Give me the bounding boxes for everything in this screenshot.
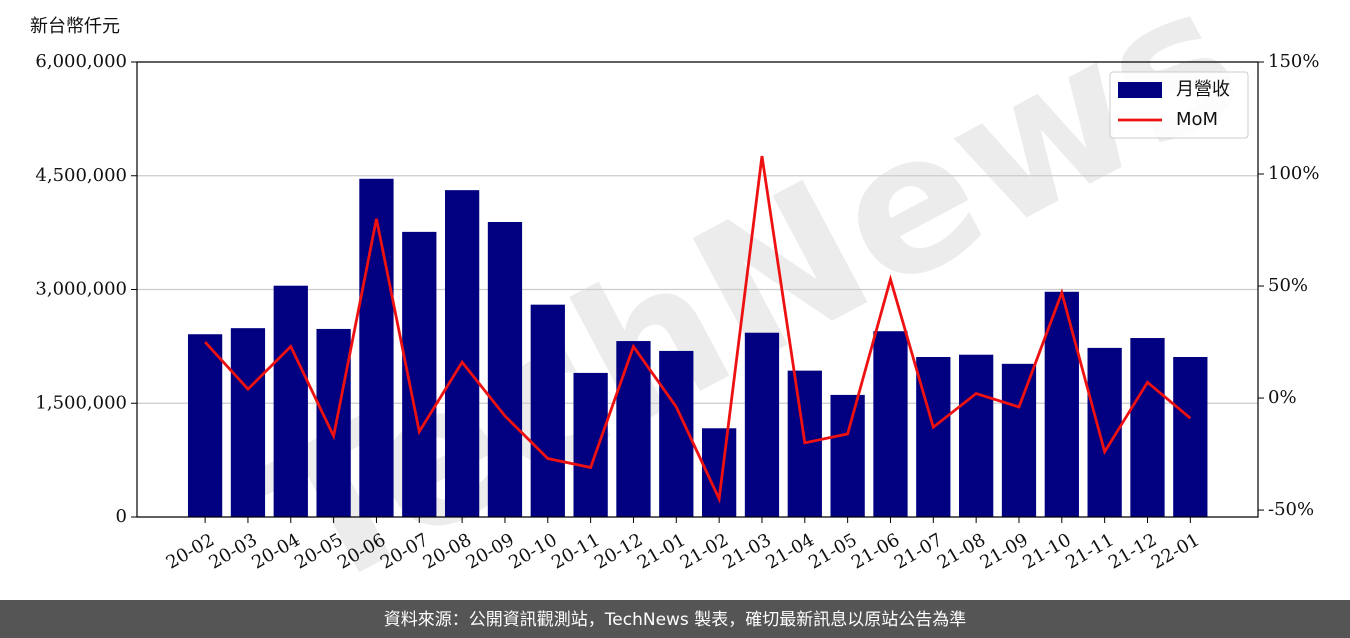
bar <box>873 331 908 517</box>
bar <box>444 190 480 518</box>
footer: 資料來源：公開資訊觀測站，TechNews 製表，確切最新訊息以原站公告為準 <box>384 610 966 630</box>
bar <box>359 178 394 518</box>
y-tick-label: 0 <box>116 506 127 527</box>
x-tick-label: 21-06 <box>848 529 903 573</box>
bar <box>830 394 865 517</box>
bar <box>273 285 308 517</box>
y-axis-label: 新台幣仟元 <box>30 16 120 37</box>
x-tick-label: 21-03 <box>720 529 775 573</box>
bar <box>1001 363 1037 517</box>
y2-tick-label: 0% <box>1268 387 1297 408</box>
legend-label: 月營收 <box>1176 79 1230 100</box>
y-tick-label: 3,000,000 <box>35 279 127 300</box>
bar <box>573 372 608 517</box>
x-tick-label: 20-02 <box>163 529 218 573</box>
y2-tick-label: 100% <box>1268 163 1319 184</box>
x-tick-label: 20-11 <box>548 529 603 573</box>
bar <box>530 304 565 517</box>
y-tick-label: 1,500,000 <box>35 392 127 413</box>
x-tick-label: 21-09 <box>977 529 1032 573</box>
x-tick-label: 21-02 <box>677 529 732 573</box>
bar <box>316 328 351 517</box>
x-tick-label: 21-01 <box>634 529 689 573</box>
x-tick-label: 20-12 <box>591 529 646 573</box>
x-tick-label: 20-03 <box>206 529 261 573</box>
x-tick-label: 21-10 <box>1019 529 1074 573</box>
legend-swatch <box>1118 82 1162 98</box>
bar <box>1130 338 1165 517</box>
plot-frame <box>136 61 1259 518</box>
x-tick-label: 22-01 <box>1148 529 1203 573</box>
bar <box>616 341 651 517</box>
bar <box>1173 356 1208 517</box>
x-tick-label: 21-07 <box>891 529 946 573</box>
x-tick-label: 21-11 <box>1062 529 1117 573</box>
x-tick-label: 21-08 <box>934 529 989 573</box>
y-tick-label: 4,500,000 <box>35 165 127 186</box>
y2-tick-label: 150% <box>1268 51 1319 72</box>
bar <box>959 354 994 517</box>
legend-label: MoM <box>1176 109 1218 130</box>
bar <box>230 328 266 517</box>
bar <box>1044 291 1079 517</box>
line <box>204 155 1192 504</box>
y2-tick-label: 50% <box>1268 275 1308 296</box>
bar <box>744 332 780 517</box>
y-tick-label: 6,000,000 <box>35 51 127 72</box>
x-tick-label: 20-04 <box>248 529 303 573</box>
x-tick-label: 21-04 <box>762 529 817 573</box>
footer-bar <box>0 600 1350 638</box>
x-tick-label: 21-12 <box>1105 529 1160 573</box>
bar <box>187 334 223 517</box>
bar <box>487 222 523 517</box>
y2-tick-label: -50% <box>1268 499 1314 520</box>
x-tick-label: 21-05 <box>805 529 860 573</box>
